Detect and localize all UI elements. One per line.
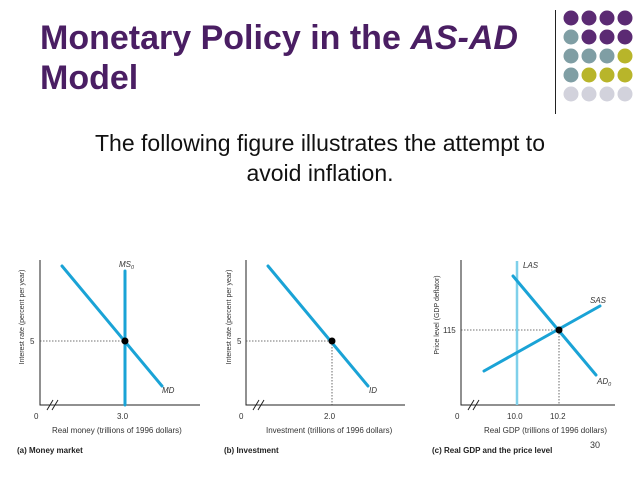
panel-a-axis-break xyxy=(46,399,59,411)
decorative-dot xyxy=(581,86,597,102)
las-label: LAS xyxy=(523,261,539,270)
panel-c-ytick: 115 xyxy=(443,326,456,335)
decorative-dot xyxy=(599,29,615,45)
decorative-dot-grid xyxy=(563,10,633,102)
decorative-dot xyxy=(617,29,633,45)
panel-b-origin: 0 xyxy=(239,412,244,421)
decorative-dot xyxy=(599,67,615,83)
ad-curve xyxy=(511,274,598,377)
slide-number: 30 xyxy=(590,440,601,450)
panel-c-xtick-2: 10.2 xyxy=(550,412,566,421)
decorative-dot xyxy=(581,29,597,45)
panel-a-origin: 0 xyxy=(34,412,39,421)
panel-c-xlabel: Real GDP (trillions of 1996 dollars) xyxy=(484,426,607,435)
panel-b-xlabel: Investment (trillions of 1996 dollars) xyxy=(266,426,393,435)
panel-b-ylabel: Interest rate (percent per year) xyxy=(226,270,233,365)
ms-label: MS0 xyxy=(119,260,135,271)
panel-a-ylabel: Interest rate (percent per year) xyxy=(19,270,26,365)
md-curve xyxy=(60,264,164,388)
title-text-line2: Model xyxy=(40,59,139,97)
panel-a-ytick: 5 xyxy=(30,337,35,346)
title-italic-text: AS-AD xyxy=(410,19,518,57)
panel-a-xtick: 3.0 xyxy=(117,412,129,421)
divider-line xyxy=(555,10,556,114)
panel-a-caption: (a) Money market xyxy=(17,446,83,455)
ad-label: AD0 xyxy=(596,377,612,388)
panel-b-equilibrium-point xyxy=(328,337,336,345)
panel-a-xlabel: Real money (trillions of 1996 dollars) xyxy=(52,426,182,435)
panel-b-axes xyxy=(245,260,405,406)
panel-c-axis-break xyxy=(467,399,480,411)
decorative-dot xyxy=(599,86,615,102)
panel-c-equilibrium-point xyxy=(555,326,563,334)
title-text: Monetary Policy in the xyxy=(40,19,411,57)
panel-money-market: Interest rate (percent per year) Real mo… xyxy=(17,260,200,455)
panel-a-equilibrium-point xyxy=(121,337,129,345)
decorative-dot xyxy=(599,48,615,64)
decorative-dot xyxy=(563,10,579,26)
decorative-dot xyxy=(563,29,579,45)
panel-c-ylabel: Price level (GDP deflator) xyxy=(434,275,441,354)
decorative-dot xyxy=(563,67,579,83)
decorative-dot xyxy=(617,67,633,83)
decorative-dot xyxy=(563,86,579,102)
panel-investment: Interest rate (percent per year) Investm… xyxy=(224,260,405,455)
panel-c-xtick-1: 10.0 xyxy=(507,412,523,421)
id-curve xyxy=(266,264,370,388)
decorative-dot xyxy=(617,48,633,64)
decorative-dot xyxy=(563,48,579,64)
panel-a-axes xyxy=(39,260,200,406)
decorative-dot xyxy=(581,67,597,83)
sas-curve xyxy=(482,304,602,373)
decorative-dot xyxy=(617,86,633,102)
decorative-dot xyxy=(617,10,633,26)
md-label: MD xyxy=(162,386,175,395)
panel-b-ytick: 5 xyxy=(237,337,242,346)
decorative-dot xyxy=(599,10,615,26)
subtitle-line-2: avoid inflation. xyxy=(246,160,394,186)
panel-b-axis-break xyxy=(252,399,265,411)
panel-c-origin: 0 xyxy=(455,412,460,421)
panel-b-xtick: 2.0 xyxy=(324,412,336,421)
subtitle-line-1: The following figure illustrates the att… xyxy=(94,130,545,156)
slide-subtitle: The following figure illustrates the att… xyxy=(40,128,600,188)
decorative-dot xyxy=(581,48,597,64)
panel-b-caption: (b) Investment xyxy=(224,446,279,455)
monetary-policy-figure: .ax { stroke: #222; stroke-width: 1; fil… xyxy=(17,260,615,455)
panel-real-gdp-price-level: Price level (GDP deflator) Real GDP (tri… xyxy=(432,260,615,455)
id-label: ID xyxy=(369,386,377,395)
decorative-dot xyxy=(581,10,597,26)
panel-c-axes xyxy=(460,260,615,406)
panel-c-caption: (c) Real GDP and the price level xyxy=(432,446,552,455)
slide-title: Monetary Policy in the AS-AD Model xyxy=(40,18,540,98)
sas-label: SAS xyxy=(590,296,607,305)
